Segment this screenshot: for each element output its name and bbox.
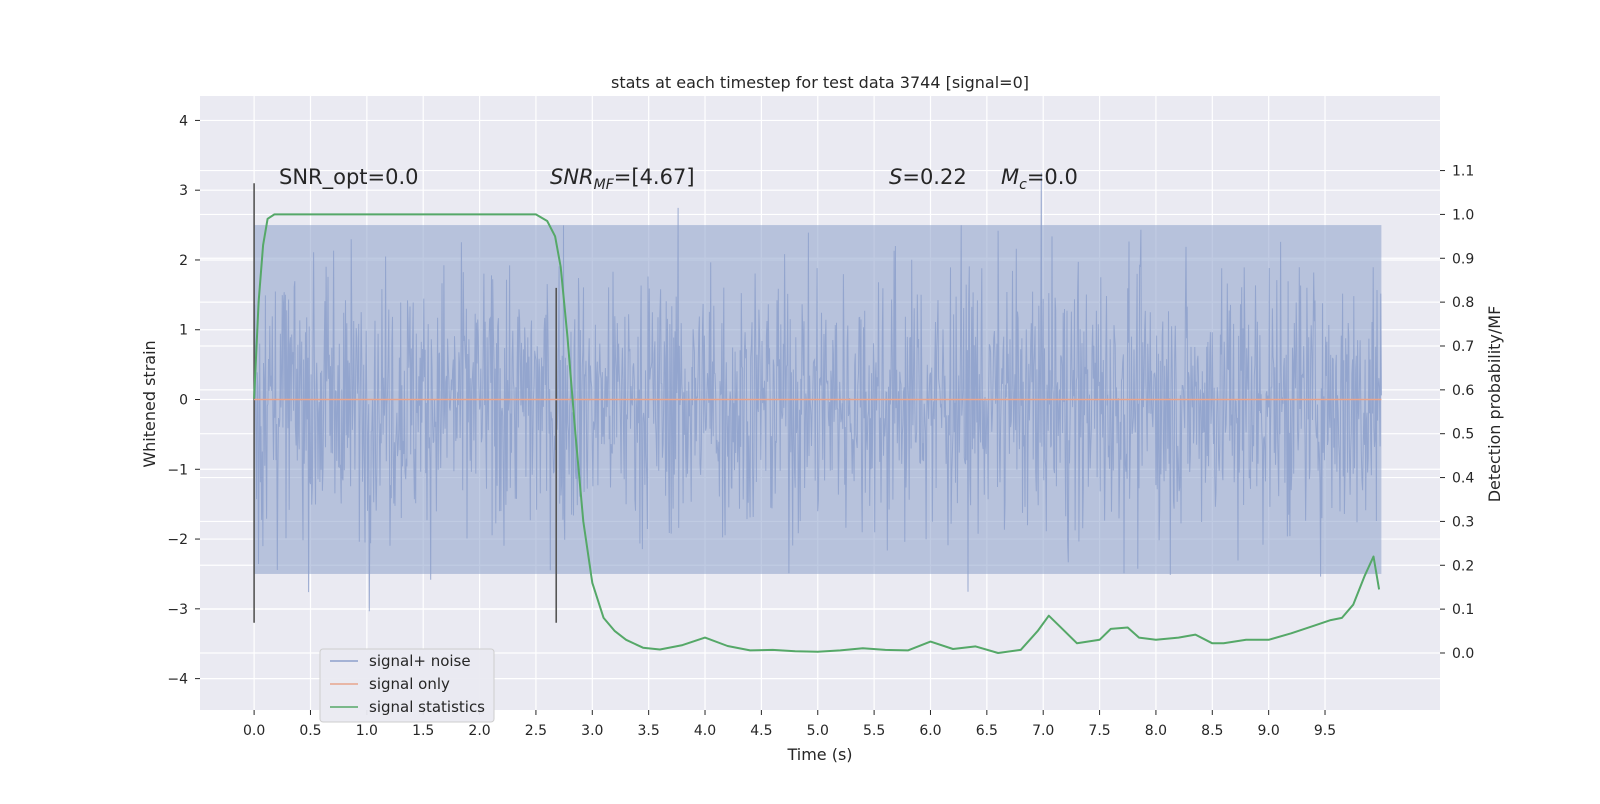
y-right-tick-label: 0.6 — [1452, 383, 1474, 399]
y-left-tick-label: −1 — [167, 462, 188, 478]
y-right-tick-label: 0.7 — [1452, 339, 1474, 355]
y-right-tick-label: 0.4 — [1452, 471, 1474, 487]
x-tick-label: 5.0 — [807, 723, 829, 739]
x-tick-label: 2.0 — [468, 723, 490, 739]
y-left-tick-label: 4 — [179, 113, 188, 129]
y-axis-left-label: Whitened strain — [140, 340, 159, 467]
y-axis-right-label: Detection probability/MF — [1485, 306, 1504, 503]
series-signal-noise-line — [253, 172, 1382, 612]
legend-label-signal-statistics: signal statistics — [369, 698, 485, 716]
x-axis: 0.0 0.5 1.0 1.5 2.0 2.5 3.0 3.5 4.0 4.5 5.0 5.5 6.0 6… — [243, 710, 1336, 739]
y-axis-left: −4 −3 −2 −1 0 1 2 3 4 — [167, 113, 200, 688]
y-left-tick-label: 3 — [179, 183, 188, 199]
y-right-tick-label: 0.8 — [1452, 295, 1474, 311]
y-right-tick-label: 1.1 — [1452, 164, 1474, 180]
x-tick-label: 7.5 — [1088, 723, 1110, 739]
y-right-tick-label: 0.0 — [1452, 646, 1474, 662]
x-tick-label: 2.5 — [525, 723, 547, 739]
y-right-tick-label: 0.9 — [1452, 251, 1474, 267]
y-left-tick-label: −2 — [167, 532, 188, 548]
s-symbol: S — [889, 165, 902, 189]
y-right-tick-label: 1.0 — [1452, 207, 1474, 223]
y-left-tick-label: 2 — [179, 253, 188, 269]
mc-value: =0.0 — [1027, 165, 1078, 189]
x-tick-label: 7.0 — [1032, 723, 1054, 739]
mc-symbol: M — [1001, 165, 1019, 189]
chart-title: stats at each timestep for test data 374… — [611, 73, 1029, 92]
s-value: =0.22 — [902, 165, 966, 189]
annotation-mc: Mc=0.0 — [1001, 165, 1078, 193]
y-axis-right: 0.0 0.1 0.2 0.3 0.4 0.5 0.6 0.7 0.8 0.9 1.0 1.1 — [1440, 164, 1474, 662]
plot-area — [253, 172, 1382, 654]
x-tick-label: 8.5 — [1201, 723, 1223, 739]
x-tick-label: 0.5 — [299, 723, 321, 739]
y-right-tick-label: 0.2 — [1452, 558, 1474, 574]
y-left-tick-label: 1 — [179, 323, 188, 339]
y-right-tick-label: 0.5 — [1452, 427, 1474, 443]
x-tick-label: 0.0 — [243, 723, 265, 739]
x-tick-label: 6.5 — [976, 723, 998, 739]
y-right-tick-label: 0.1 — [1452, 602, 1474, 618]
x-tick-label: 3.0 — [581, 723, 603, 739]
x-tick-label: 4.5 — [750, 723, 772, 739]
x-tick-label: 9.5 — [1314, 723, 1336, 739]
legend-box — [319, 648, 495, 723]
legend-label-signal-noise: signal+ noise — [369, 652, 471, 670]
x-tick-label: 9.0 — [1258, 723, 1280, 739]
series-signal-statistics-line — [253, 213, 1381, 654]
y-left-tick-label: −3 — [167, 602, 188, 618]
x-tick-label: 6.0 — [919, 723, 941, 739]
x-axis-label: Time (s) — [786, 745, 852, 764]
snr-mf-value: =[4.67] — [614, 165, 695, 189]
x-tick-label: 1.5 — [412, 723, 434, 739]
snr-mf-subscript: MF — [594, 177, 615, 193]
legend-label-signal-only: signal only — [369, 675, 450, 693]
x-tick-label: 8.0 — [1145, 723, 1167, 739]
annotation-s: S=0.22 — [889, 165, 967, 189]
annotation-snr-mf: SNRMF=[4.67] — [550, 165, 695, 193]
x-tick-label: 1.0 — [356, 723, 378, 739]
annotation-snr-opt: SNR_opt=0.0 — [279, 165, 419, 190]
snr-mf-symbol: SNR — [550, 165, 594, 189]
mc-subscript: c — [1019, 177, 1027, 193]
x-tick-label: 5.5 — [863, 723, 885, 739]
y-right-tick-label: 0.3 — [1452, 514, 1474, 530]
x-tick-label: 3.5 — [638, 723, 660, 739]
y-left-tick-label: −4 — [167, 672, 188, 688]
y-left-tick-label: 0 — [179, 393, 188, 409]
x-tick-label: 4.0 — [694, 723, 716, 739]
legend: signal+ noise signal only signal statist… — [319, 648, 495, 723]
